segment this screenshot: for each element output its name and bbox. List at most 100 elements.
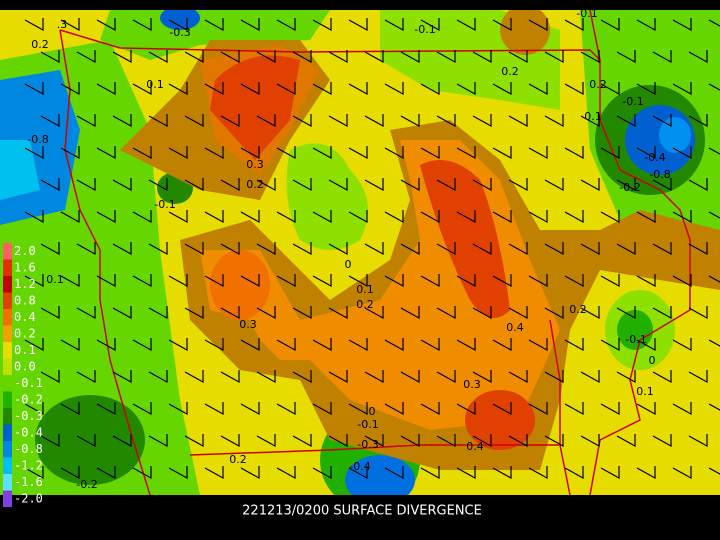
wind-barb — [420, 338, 440, 352]
red-area — [465, 390, 535, 450]
wind-barb — [544, 306, 564, 320]
wind-barb — [96, 82, 116, 96]
wind-barb — [672, 210, 692, 224]
wind-barb — [240, 210, 260, 224]
wind-barb — [220, 306, 240, 320]
wind-barb — [96, 402, 116, 416]
wind-barb — [384, 466, 404, 480]
wind-barb — [24, 146, 44, 160]
wind-barb — [436, 50, 456, 64]
wind-barb — [76, 434, 96, 448]
wind-barb — [492, 402, 512, 416]
wind-barb — [96, 146, 116, 160]
wind-barb — [112, 306, 132, 320]
wind-barb — [688, 242, 708, 256]
wind-barb — [672, 402, 692, 416]
wind-barb — [672, 338, 692, 352]
wind-barb — [400, 114, 420, 128]
wind-barb — [580, 434, 600, 448]
wind-barb — [672, 466, 692, 480]
wind-barb — [96, 18, 116, 32]
wind-barb — [184, 50, 204, 64]
legend-swatch — [3, 408, 12, 425]
wind-barb — [688, 370, 708, 384]
wind-barb — [148, 114, 168, 128]
wind-barb — [384, 402, 404, 416]
contour-label: -0.1 — [414, 23, 435, 36]
wind-barb — [600, 402, 620, 416]
wind-barb — [400, 434, 420, 448]
wind-barbs — [24, 18, 720, 480]
wind-barb — [508, 178, 528, 192]
field: .3 0.2 -0.3 -0.1 -0.1 0.2 0.1 0.2 -0.1 0.1 -0.8 -0.… — [0, 10, 720, 495]
contour-label: -0.3 — [357, 438, 378, 451]
wind-barb — [204, 274, 224, 288]
wind-barb — [708, 403, 720, 411]
wind-barb — [616, 306, 636, 320]
wind-barb — [672, 18, 692, 32]
wind-barb — [256, 370, 276, 384]
wind-barb — [652, 306, 672, 320]
wind-barb — [24, 338, 44, 352]
wind-barb — [328, 306, 348, 320]
legend-label: 1.6 — [14, 260, 36, 274]
wind-barb — [240, 338, 260, 352]
wind-barb — [60, 82, 80, 96]
green-area — [286, 143, 368, 250]
wind-barb — [456, 338, 476, 352]
contour-label: .3 — [57, 18, 68, 31]
wind-barb — [328, 370, 348, 384]
wind-barb — [456, 274, 476, 288]
wind-barb — [636, 210, 656, 224]
legend-swatch — [3, 259, 12, 276]
wind-barb — [400, 242, 420, 256]
wind-barb — [528, 210, 548, 224]
wind-barb — [472, 242, 492, 256]
wind-barb — [364, 434, 384, 448]
wind-barb — [636, 146, 656, 160]
contour-label: 0.2 — [589, 78, 607, 91]
wind-barb — [24, 274, 44, 288]
contour-label: 0.2 — [246, 178, 264, 191]
wind-barb — [672, 146, 692, 160]
contour-label: 0.2 — [229, 453, 247, 466]
wind-barb — [276, 18, 296, 32]
contour-label: -0.4 — [349, 460, 370, 473]
contour-label: 0.3 — [246, 158, 264, 171]
wind-barb — [328, 178, 348, 192]
wind-barb — [60, 274, 80, 288]
contour-label: -0.3 — [169, 26, 190, 39]
wind-barb — [420, 402, 440, 416]
wind-barb — [580, 178, 600, 192]
legend-swatch — [3, 342, 12, 359]
wind-barb — [292, 242, 312, 256]
red-area — [210, 55, 300, 160]
wind-barb — [256, 114, 276, 128]
wind-barb — [348, 18, 368, 32]
wind-barb — [616, 114, 636, 128]
wind-barb — [312, 338, 332, 352]
wind-barb — [564, 146, 584, 160]
wind-barb — [168, 338, 188, 352]
wind-barb — [168, 82, 188, 96]
wind-barb — [24, 466, 44, 480]
wind-barb — [436, 114, 456, 128]
wind-barb — [60, 18, 80, 32]
wind-barb — [436, 370, 456, 384]
wind-barb — [420, 274, 440, 288]
wind-barb — [132, 82, 152, 96]
wind-barb — [312, 402, 332, 416]
wind-barb — [600, 338, 620, 352]
wind-barb — [328, 434, 348, 448]
legend-swatch — [3, 358, 12, 375]
wind-barb — [220, 242, 240, 256]
wind-barb — [708, 83, 720, 91]
wind-barb — [148, 50, 168, 64]
wind-barb — [168, 18, 188, 32]
wind-barb — [688, 178, 708, 192]
wind-barb — [420, 82, 440, 96]
wind-barb — [364, 114, 384, 128]
wind-barb — [240, 402, 260, 416]
orange-area — [210, 250, 270, 320]
